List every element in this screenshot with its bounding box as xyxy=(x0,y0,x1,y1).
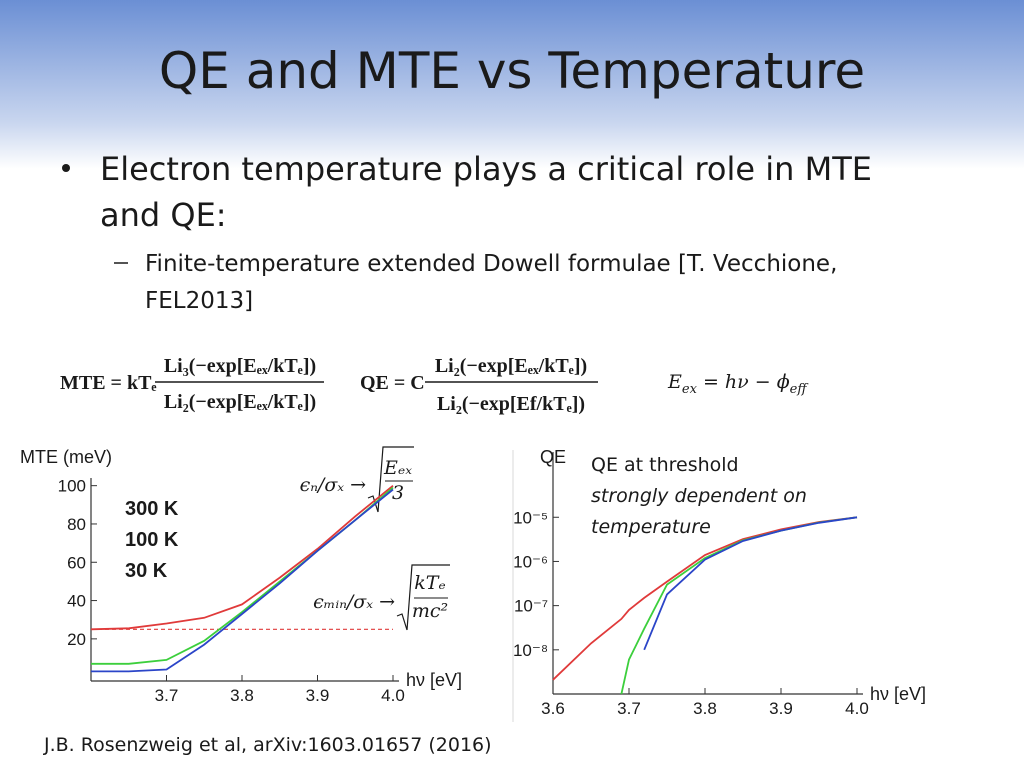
y-tick-label: 40 xyxy=(67,592,86,611)
formula-sub: eff xyxy=(790,382,810,397)
y-tick-label: 100 xyxy=(58,477,86,496)
x-tick-label: 3.7 xyxy=(155,686,179,705)
series-line xyxy=(643,516,858,651)
x-axis-label: hν [eV] xyxy=(870,684,926,704)
x-tick-label: 3.7 xyxy=(617,699,641,718)
annotation-den: mc² xyxy=(412,600,448,622)
y-tick-label: 10⁻⁸ xyxy=(513,641,548,660)
y-tick-label: 60 xyxy=(67,553,86,572)
formula-lhs: MTE = kTₑ xyxy=(60,372,157,394)
annotation-text: ϵₘᵢₙ/σₓ → xyxy=(313,591,395,613)
radical xyxy=(396,564,450,631)
y-tick-label: 10⁻⁶ xyxy=(513,552,548,571)
formula-sub: ex xyxy=(682,382,698,397)
series-line xyxy=(90,485,394,631)
radical xyxy=(367,446,414,513)
formula-numerator: Li₂(−exp[Eₑₓ/kTₑ]) xyxy=(435,355,587,377)
y-tick-label: 10⁻⁷ xyxy=(514,597,548,616)
sub-bullet-text: Finite-temperature extended Dowell formu… xyxy=(145,251,837,277)
bullet-dot xyxy=(62,164,70,172)
x-tick-label: 3.9 xyxy=(769,699,793,718)
bullet-text: Electron temperature plays a critical ro… xyxy=(100,150,872,188)
formula-part: = hν − ϕ xyxy=(697,371,790,393)
y-tick-label: 20 xyxy=(67,630,86,649)
formula-denominator: Li₂(−exp[Eₑₓ/kTₑ]) xyxy=(164,391,316,413)
legend-entry: 300 K xyxy=(125,498,179,520)
qe-note: temperature xyxy=(591,516,711,538)
x-tick-label: 3.6 xyxy=(541,699,565,718)
x-tick-label: 3.8 xyxy=(230,686,254,705)
series-line xyxy=(91,488,394,673)
slide-title: QE and MTE vs Temperature xyxy=(159,42,865,100)
series-line xyxy=(552,516,858,681)
x-tick-label: 3.9 xyxy=(306,686,330,705)
x-tick-label: 4.0 xyxy=(845,699,869,718)
legend-entry: 30 K xyxy=(125,560,168,582)
qe-note: QE at threshold xyxy=(591,454,739,476)
x-tick-label: 4.0 xyxy=(381,686,405,705)
annotation-num: Eₑₓ xyxy=(383,457,412,479)
y-axis-label: MTE (meV) xyxy=(20,447,112,467)
formula-denominator: Li₂(−exp[Ef/kTₑ]) xyxy=(437,393,585,415)
annotation-text: ϵₙ/σₓ → xyxy=(300,474,366,496)
qe-note: strongly dependent on xyxy=(591,485,807,507)
annotation-num: kTₑ xyxy=(414,572,446,594)
formula-lhs: QE = C xyxy=(360,372,425,394)
footer: J.B. Rosenzweig et al, arXiv:1603.01657 … xyxy=(43,734,492,756)
formula-numerator: Li₃(−exp[Eₑₓ/kTₑ]) xyxy=(164,355,316,377)
annotation-den: 3 xyxy=(392,482,404,504)
eex-formula: Eex = hν − ϕeff xyxy=(667,371,809,397)
x-tick-label: 3.8 xyxy=(693,699,717,718)
y-axis-label: QE xyxy=(540,447,566,467)
legend-entry: 100 K xyxy=(125,529,179,551)
sub-bullet-text: FEL2013] xyxy=(145,288,253,314)
y-tick-label: 80 xyxy=(67,515,86,534)
bullet-text: and QE: xyxy=(100,196,227,234)
y-tick-label: 10⁻⁵ xyxy=(513,508,548,527)
formula-part: E xyxy=(667,371,682,393)
x-axis-label: hν [eV] xyxy=(406,670,462,690)
